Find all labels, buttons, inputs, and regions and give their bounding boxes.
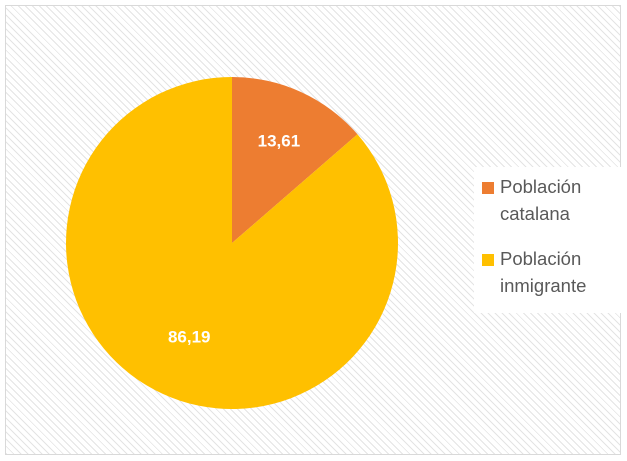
- pie-slice-poblacion-inmigrante: [66, 77, 399, 410]
- pie-slices: [66, 77, 399, 410]
- legend-swatch-poblacion-catalana: [482, 182, 494, 194]
- data-label-poblacion-inmigrante: 86,19: [168, 328, 211, 347]
- legend-label-poblacion-inmigrante: Población inmigrante: [500, 248, 587, 296]
- legend-swatch-poblacion-inmigrante: [482, 254, 494, 266]
- pie-slice-poblacion-catalana: [232, 77, 358, 243]
- pie-data-labels: 13,61 86,19: [168, 131, 300, 346]
- legend-item-poblacion-catalana: Población catalana: [482, 173, 620, 227]
- data-label-poblacion-catalana: 13,61: [258, 131, 301, 150]
- legend-label-poblacion-catalana: Población catalana: [500, 176, 582, 224]
- legend-item-poblacion-inmigrante: Población inmigrante: [482, 245, 620, 299]
- chart-legend: Población catalana Población inmigrante: [474, 167, 626, 313]
